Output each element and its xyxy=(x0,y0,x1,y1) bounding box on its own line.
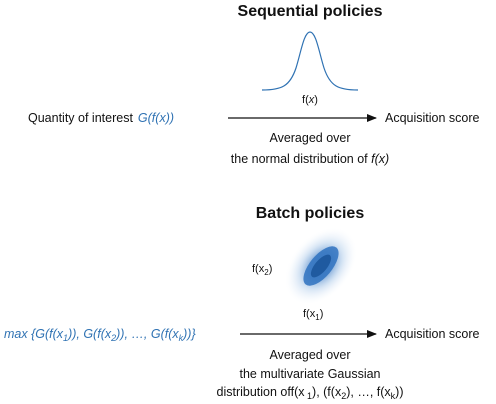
sequential-result: Acquisition score xyxy=(385,111,480,125)
batch-note-line3: distribution off(x 1), (f(x2), …, f(xk)) xyxy=(217,385,404,401)
sequential-note-line1: Averaged over xyxy=(269,131,350,145)
bivariate-gaussian-blob xyxy=(284,227,358,305)
normal-density-curve xyxy=(261,31,359,91)
curve-label: f(x) xyxy=(302,94,318,106)
batch-quantity-expression: max {G(f(x1)), G(f(x2)), …, G(f(xk))} xyxy=(4,327,196,343)
quantity-expression: G(f(x)) xyxy=(138,111,174,125)
axis-y-label: f(x2) xyxy=(252,263,272,277)
batch-note-line1: Averaged over xyxy=(269,348,350,362)
batch-title: Batch policies xyxy=(256,205,365,222)
quantity-of-interest-label: Quantity of interest G(f(x)) xyxy=(28,111,174,125)
sequential-title: Sequential policies xyxy=(238,3,383,20)
batch-result: Acquisition score xyxy=(385,327,480,341)
axis-x-label: f(x1) xyxy=(303,308,323,322)
batch-note-line2: the multivariate Gaussian xyxy=(239,367,380,381)
sequential-note-line2: the normal distribution of f(x) xyxy=(231,152,389,166)
